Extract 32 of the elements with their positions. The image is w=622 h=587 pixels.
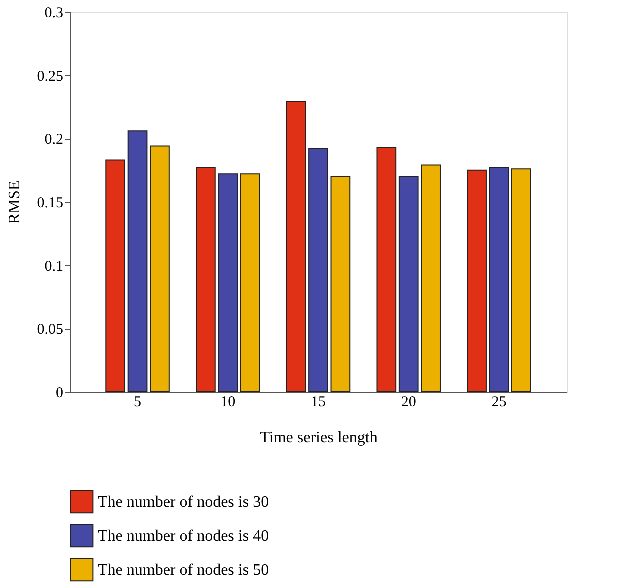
y-tick-label: 0.05 bbox=[37, 322, 64, 338]
bar bbox=[218, 174, 238, 392]
bar bbox=[511, 168, 532, 392]
bar bbox=[196, 167, 216, 392]
legend-label: The number of nodes is 40 bbox=[98, 528, 270, 545]
y-tick-label: 0.1 bbox=[44, 258, 64, 275]
bar bbox=[308, 148, 328, 392]
bar bbox=[421, 164, 441, 392]
bar bbox=[330, 176, 351, 392]
x-axis-title: Time series length bbox=[260, 430, 378, 446]
y-tick-label: 0.2 bbox=[44, 132, 64, 148]
x-tick-label: 10 bbox=[220, 394, 236, 410]
x-tick-label: 5 bbox=[134, 394, 142, 410]
y-tick-label: 0.15 bbox=[37, 196, 64, 212]
x-tick-label: 25 bbox=[492, 394, 507, 410]
legend-label: The number of nodes is 50 bbox=[98, 562, 270, 579]
bar bbox=[489, 167, 510, 392]
y-tick-label: 0.25 bbox=[37, 68, 64, 85]
bar bbox=[150, 146, 170, 392]
legend-label: The number of nodes is 30 bbox=[98, 494, 270, 511]
bar bbox=[286, 101, 306, 392]
bar bbox=[398, 176, 419, 392]
x-tick-label: 15 bbox=[311, 394, 326, 410]
bar bbox=[376, 147, 397, 392]
y-tick-label: 0.3 bbox=[44, 6, 64, 22]
y-axis-title: RMSE bbox=[6, 180, 24, 224]
x-tick-label: 20 bbox=[401, 394, 416, 410]
y-tick-label: 0 bbox=[56, 386, 64, 402]
bar bbox=[106, 160, 126, 392]
bar bbox=[467, 170, 487, 392]
bar bbox=[128, 130, 148, 392]
bar bbox=[240, 174, 260, 392]
